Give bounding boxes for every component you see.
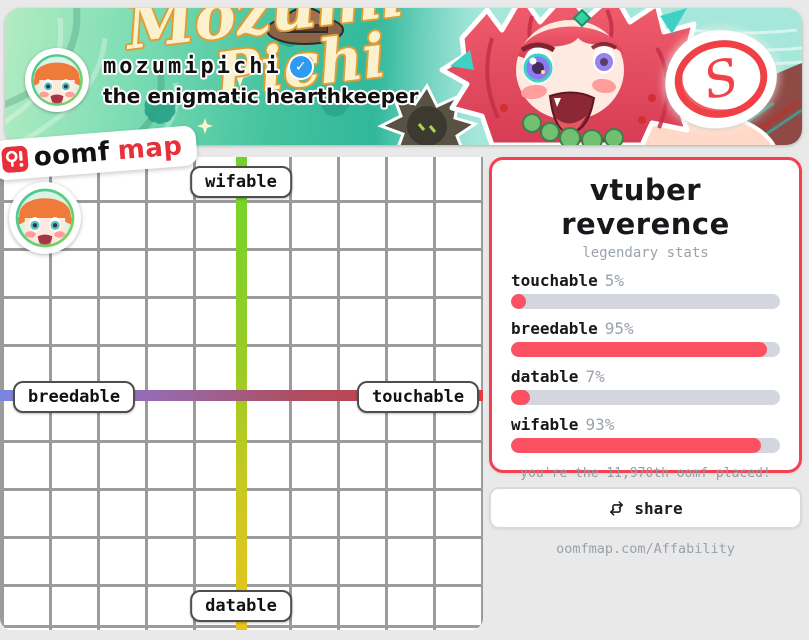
stat-bar-fill <box>511 342 767 357</box>
stat-bar-fill <box>511 438 762 453</box>
stat-bar-track <box>511 294 780 309</box>
stat-bar-fill <box>511 294 526 309</box>
character-eye <box>520 42 556 85</box>
username: mozumipichi <box>103 54 282 79</box>
horizontal-axis <box>0 390 483 401</box>
profile-banner: Mozumi Pichi <box>5 8 802 145</box>
verified-badge-icon: ✓ <box>289 55 312 78</box>
oomf-placed-count: you're the 11,970th oomf placed! <box>520 466 771 481</box>
stat-label: datable <box>511 367 579 386</box>
stat-value: 95% <box>604 319 634 338</box>
stat-bar-track <box>511 438 780 453</box>
banner-identity: mozumipichi ✓ the enigmatic hearthkeeper <box>25 48 418 112</box>
banner-avatar <box>25 48 89 112</box>
straw-hat <box>266 8 344 45</box>
banner-subtitle: the enigmatic hearthkeeper <box>103 84 419 108</box>
footer-url: oomfmap.com/Affability <box>556 541 735 557</box>
user-avatar <box>12 185 78 251</box>
axis-label-touchable: touchable <box>357 381 480 413</box>
retweet-icon <box>610 500 624 516</box>
stat-label: touchable <box>511 271 598 290</box>
stat-row: touchable 5% <box>511 271 780 309</box>
map-pin-icon <box>1 145 29 173</box>
axis-label-breedable: breedable <box>13 381 136 413</box>
stat-label: wifable <box>511 415 579 434</box>
stat-bar-track <box>511 390 780 405</box>
bead-necklace <box>500 94 656 145</box>
stat-label: breedable <box>511 319 598 338</box>
stat-row: wifable 93% <box>511 415 780 453</box>
oomf-avatar-marker[interactable] <box>9 182 81 254</box>
stats-list: touchable 5% breedable 95% datable 7% wifable 9… <box>511 271 780 453</box>
oomfmap-logo[interactable]: oomf map <box>0 125 198 181</box>
stat-bar-track <box>511 342 780 357</box>
stat-bar-fill <box>511 390 530 405</box>
grade-badge: S <box>661 26 781 132</box>
axis-label-datable: datable <box>190 590 292 622</box>
share-button-label: share <box>634 498 683 518</box>
stat-row: datable 7% <box>511 367 780 405</box>
avatar-face-icon <box>28 51 86 109</box>
share-button[interactable]: share <box>489 487 802 529</box>
stat-value: 5% <box>604 271 624 290</box>
logo-word-map: map <box>116 131 184 167</box>
stat-value: 7% <box>585 367 605 386</box>
stat-value: 93% <box>585 415 615 434</box>
stat-row: breedable 95% <box>511 319 780 357</box>
grade-circle-icon: S <box>674 40 768 118</box>
stats-card-subtitle: legendary stats <box>582 245 709 261</box>
character-eye-2 <box>590 42 618 74</box>
logo-word-oomf: oomf <box>32 136 111 173</box>
stats-card-title: vtuber reverence <box>561 173 730 241</box>
stats-card: vtuber reverence legendary stats touchab… <box>489 157 802 481</box>
axis-label-wifable: wifable <box>190 166 292 198</box>
grade-letter: S <box>698 47 744 111</box>
character-mouth <box>548 91 596 134</box>
